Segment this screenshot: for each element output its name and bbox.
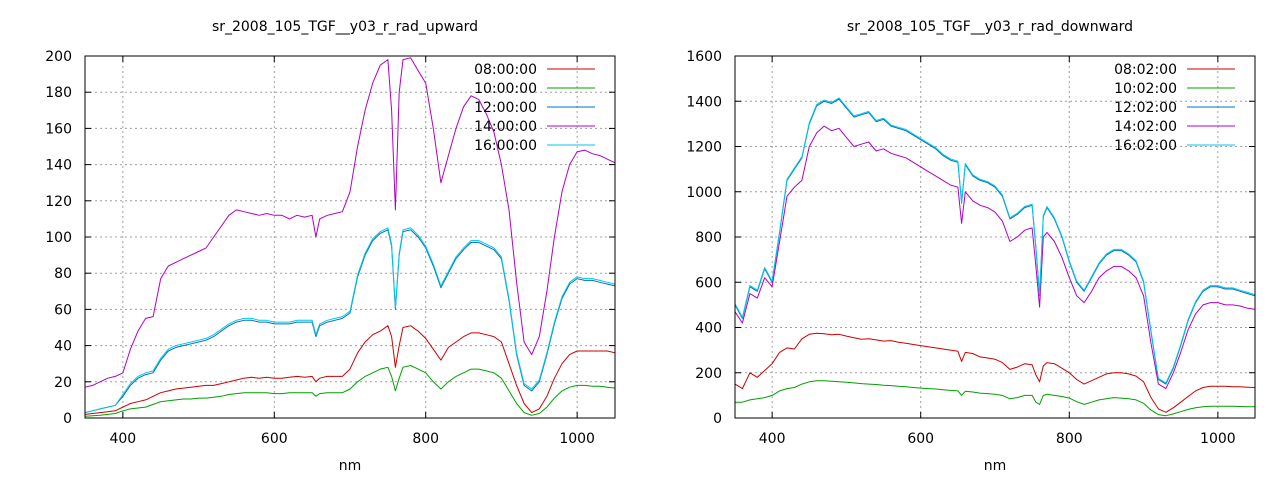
y-tick-label: 0 xyxy=(713,411,722,427)
series-line-16:00:00 xyxy=(84,227,616,414)
y-tick-label: 20 xyxy=(54,375,72,391)
legend-label: 12:02:00 xyxy=(1114,100,1177,116)
y-tick-label: 400 xyxy=(695,321,722,337)
chart-title: sr_2008_105_TGF__y03_r_rad_downward xyxy=(847,19,1133,35)
y-tick-label: 140 xyxy=(45,158,72,174)
y-tick-label: 200 xyxy=(695,366,722,382)
x-tick-label: 600 xyxy=(907,431,934,447)
x-tick-label: 400 xyxy=(109,431,136,447)
legend-label: 16:02:00 xyxy=(1114,138,1177,154)
y-tick-label: 60 xyxy=(54,302,72,318)
x-tick-label: 1000 xyxy=(1200,431,1236,447)
x-axis-label: nm xyxy=(984,458,1007,474)
x-axis-label: nm xyxy=(339,458,362,474)
series-line-08:02:00 xyxy=(734,332,1256,413)
y-tick-label: 1200 xyxy=(686,140,722,156)
legend-label: 12:00:00 xyxy=(474,100,537,116)
series-line-10:02:00 xyxy=(735,380,1255,417)
series-line-12:02:00 xyxy=(734,98,1256,385)
y-tick-label: 200 xyxy=(45,49,72,65)
series-line-16:02:00 xyxy=(734,97,1256,384)
x-tick-label: 600 xyxy=(261,431,288,447)
legend-label: 14:00:00 xyxy=(474,119,537,135)
y-tick-label: 1000 xyxy=(686,185,722,201)
y-tick-label: 1600 xyxy=(686,49,722,65)
series-line-10:00:00 xyxy=(84,365,616,417)
y-tick-label: 160 xyxy=(45,121,72,137)
legend-label: 16:00:00 xyxy=(474,138,537,154)
y-tick-label: 40 xyxy=(54,339,72,355)
chart-2: sr_2008_105_TGF__y03_r_rad_downward 0 200 4… xyxy=(686,19,1256,474)
legend-label: 08:00:00 xyxy=(474,62,537,78)
chart-1: sr_2008_105_TGF__y03_r_rad_upward 0 20 40 60… xyxy=(45,19,616,474)
chart-title: sr_2008_105_TGF__y03_r_rad_upward xyxy=(212,19,478,35)
x-tick-label: 800 xyxy=(412,431,439,447)
y-tick-label: 1400 xyxy=(686,94,722,110)
legend-label: 10:00:00 xyxy=(474,81,537,97)
series-line-08:00:00 xyxy=(84,325,616,415)
series-line-14:00:00 xyxy=(84,57,616,388)
y-tick-label: 120 xyxy=(45,194,72,210)
legend-label: 08:02:00 xyxy=(1114,62,1177,78)
y-tick-label: 80 xyxy=(54,266,72,282)
legend-label: 10:02:00 xyxy=(1114,81,1177,97)
x-tick-label: 1000 xyxy=(559,431,595,447)
y-tick-label: 800 xyxy=(695,230,722,246)
x-tick-label: 400 xyxy=(759,431,786,447)
x-tick-label: 800 xyxy=(1056,431,1083,447)
legend-label: 14:02:00 xyxy=(1114,119,1177,135)
y-tick-label: 180 xyxy=(45,85,72,101)
y-tick-label: 100 xyxy=(45,230,72,246)
series-line-14:02:00 xyxy=(734,125,1256,390)
y-tick-label: 0 xyxy=(63,411,72,427)
y-tick-label: 600 xyxy=(695,275,722,291)
